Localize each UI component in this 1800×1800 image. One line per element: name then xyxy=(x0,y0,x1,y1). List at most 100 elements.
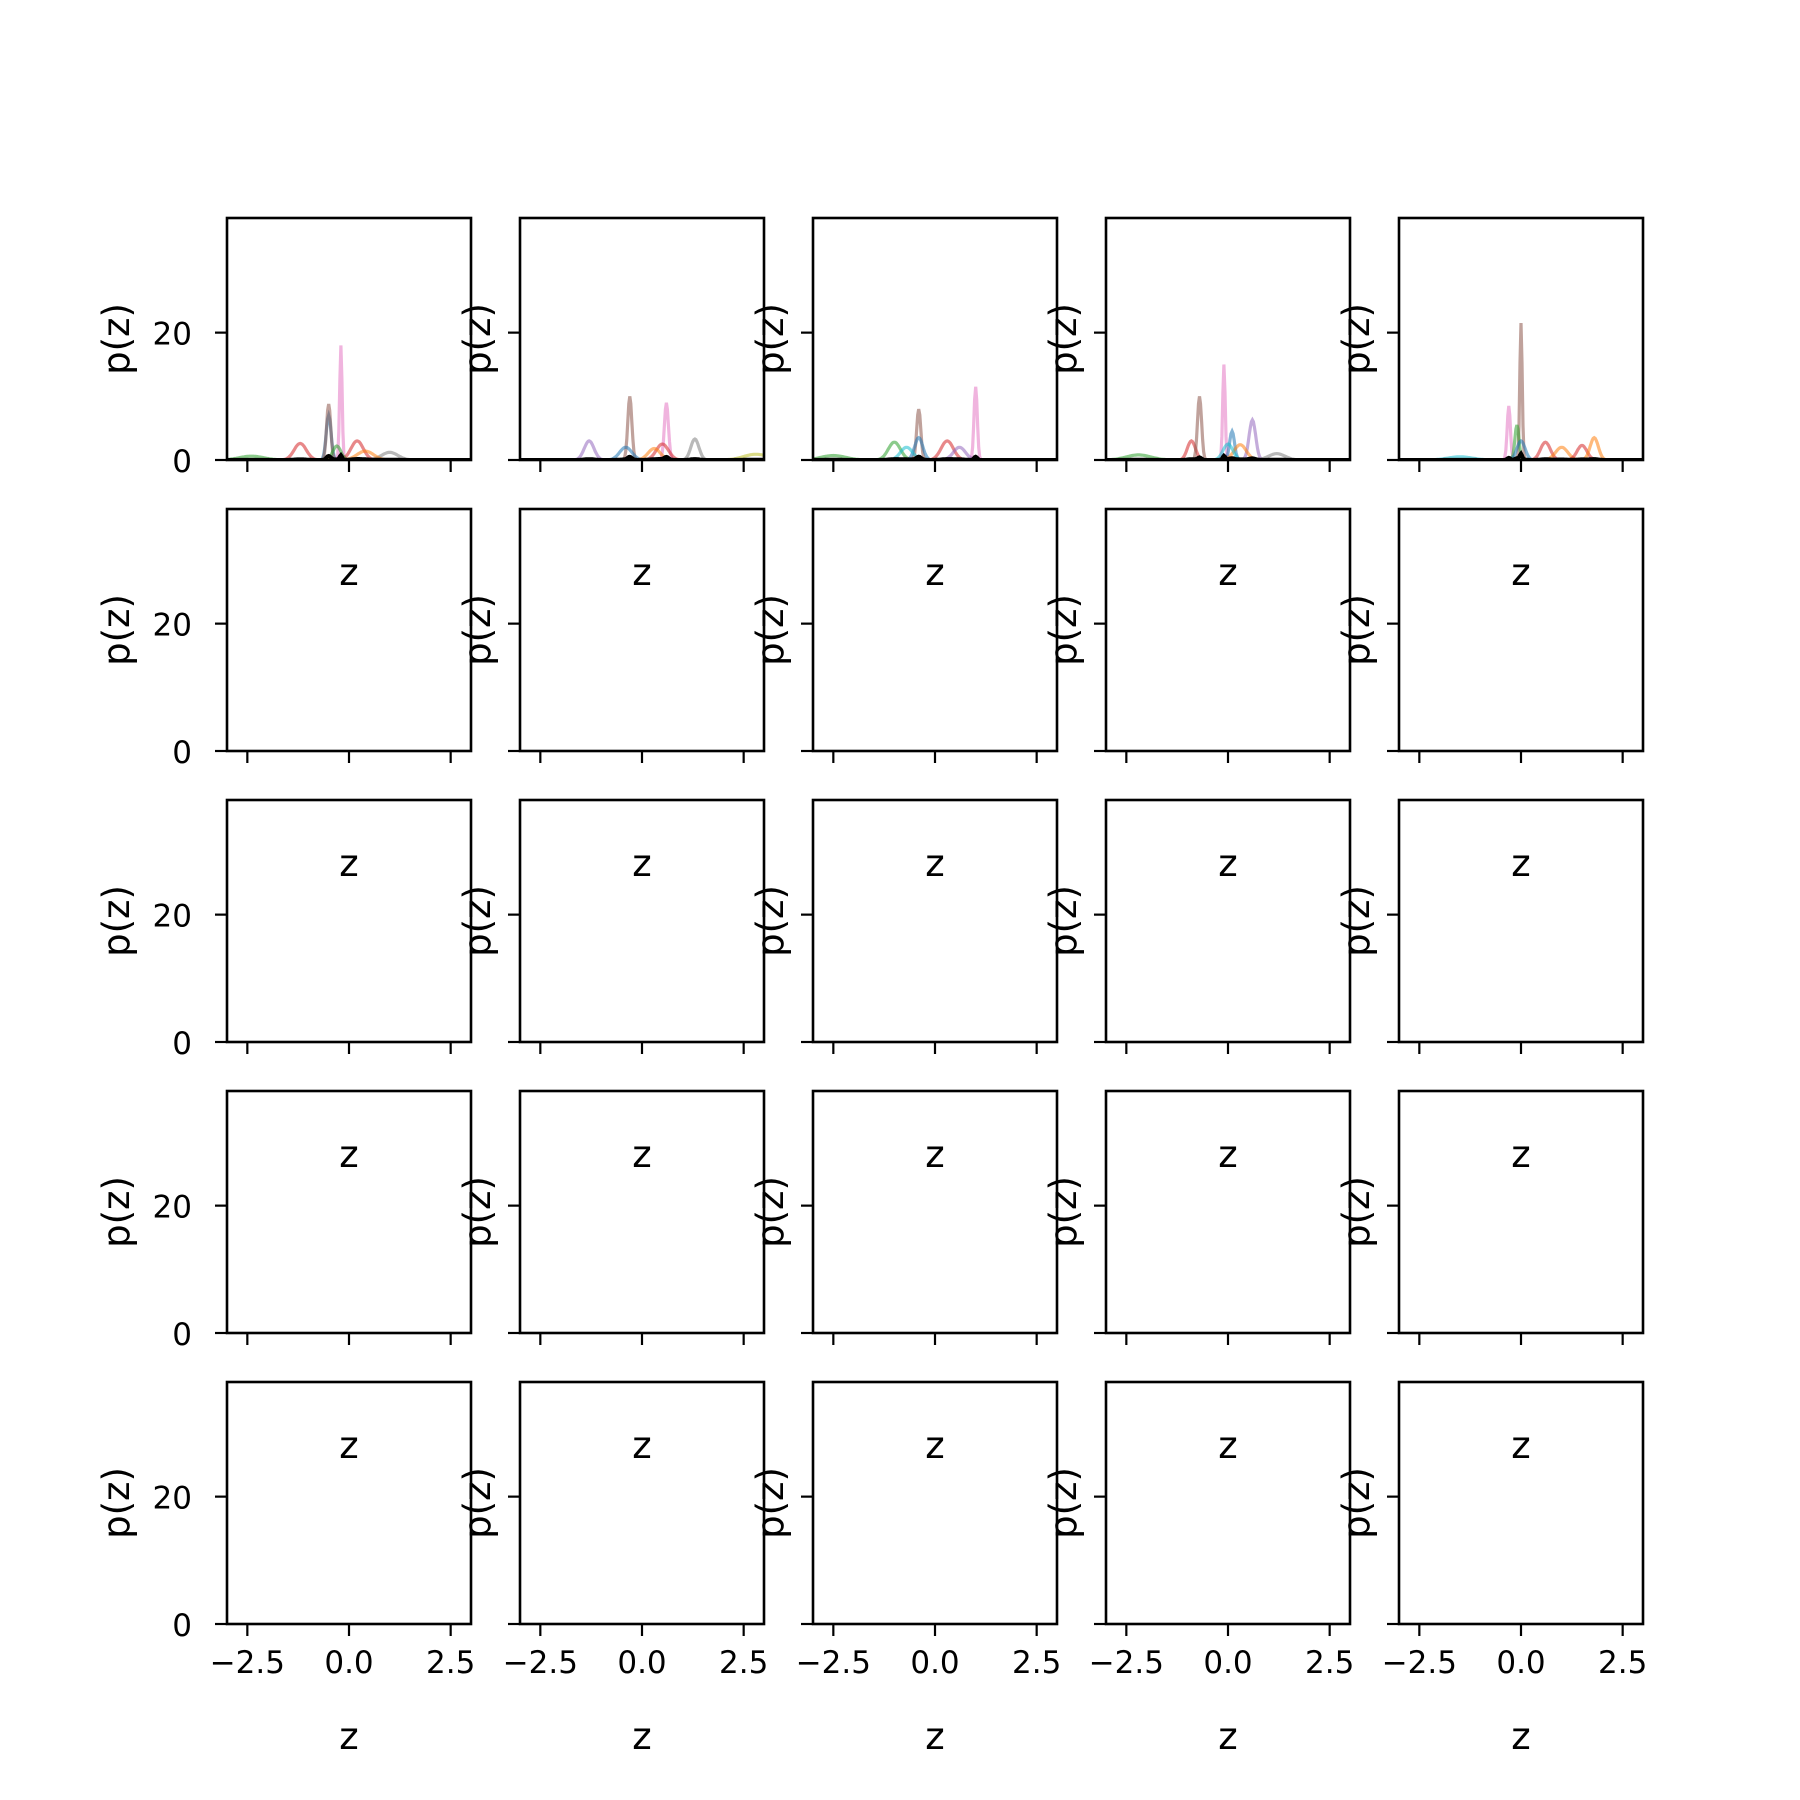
y-axis-label: p(z) xyxy=(456,885,499,957)
y-axis-label: p(z) xyxy=(1335,594,1378,666)
series-curve-4 xyxy=(227,345,471,460)
y-axis-label: p(z) xyxy=(456,1176,499,1248)
axes-frame xyxy=(225,216,473,462)
axes-frame xyxy=(811,507,1059,753)
x-tick-label: 0.0 xyxy=(324,1645,373,1681)
x-axis-label: z xyxy=(1511,1424,1530,1467)
series-curve-6 xyxy=(813,386,1057,460)
subplot-2-4: z p(z) xyxy=(1042,507,1352,885)
y-axis-label: p(z) xyxy=(95,594,138,666)
subplot-3-1: 0 20 z p(z) xyxy=(95,798,473,1176)
axes-frame xyxy=(518,507,766,753)
x-tick-label: 2.5 xyxy=(719,1645,768,1681)
axes-frame xyxy=(225,1380,473,1626)
subplot-2-2: z p(z) xyxy=(456,507,766,885)
axes-frame xyxy=(518,1380,766,1626)
subplot-4-1: 0 20 z p(z) xyxy=(95,1089,473,1467)
axes-frame xyxy=(518,216,766,462)
axes-frame xyxy=(1397,798,1645,1044)
x-tick-label: 0.0 xyxy=(910,1645,959,1681)
y-tick-label: 20 xyxy=(153,1190,192,1226)
x-tick-label: 2.5 xyxy=(1305,1645,1354,1681)
x-axis-label: z xyxy=(339,842,358,885)
subplot-5-3: −2.5 0.0 2.5 z p(z) xyxy=(749,1380,1061,1758)
x-axis-label: z xyxy=(925,1133,944,1176)
x-axis-label: z xyxy=(632,842,651,885)
subplot-1-1: 0 20 z p(z) xyxy=(95,216,473,594)
series-curve-1 xyxy=(1399,323,1643,460)
subplot-1-4: z p(z) xyxy=(1042,216,1352,594)
y-axis-label: p(z) xyxy=(1335,1176,1378,1248)
y-tick-label: 0 xyxy=(172,1026,192,1062)
plot-area xyxy=(813,386,1057,460)
x-tick-label: −2.5 xyxy=(1382,1645,1457,1681)
y-tick-label: 0 xyxy=(172,444,192,480)
x-axis-label: z xyxy=(632,1424,651,1467)
y-tick-label: 0 xyxy=(172,735,192,771)
series-curve-3 xyxy=(813,408,1057,460)
axes-frame xyxy=(225,798,473,1044)
x-axis-label: z xyxy=(632,1715,651,1758)
series-curve-2 xyxy=(520,396,764,460)
axes-frame xyxy=(225,1089,473,1335)
x-axis-label: z xyxy=(925,1715,944,1758)
x-axis-label: z xyxy=(1218,551,1237,594)
y-axis-label: p(z) xyxy=(1335,303,1378,375)
y-tick-label: 20 xyxy=(153,317,192,353)
x-axis-label: z xyxy=(632,1133,651,1176)
x-axis-label: z xyxy=(339,1133,358,1176)
x-axis-label: z xyxy=(925,1424,944,1467)
y-axis-label: p(z) xyxy=(749,1176,792,1248)
y-axis-label: p(z) xyxy=(95,303,138,375)
y-axis-label: p(z) xyxy=(95,885,138,957)
y-axis-label: p(z) xyxy=(1042,1467,1085,1539)
y-axis-label: p(z) xyxy=(1042,594,1085,666)
y-axis-label: p(z) xyxy=(1335,885,1378,957)
x-tick-label: −2.5 xyxy=(1089,1645,1164,1681)
axes-frame xyxy=(1104,798,1352,1044)
subplot-2-5: z p(z) xyxy=(1335,507,1645,885)
series-curve-5 xyxy=(227,439,471,460)
x-tick-label: 0.0 xyxy=(617,1645,666,1681)
y-axis-label: p(z) xyxy=(1042,1176,1085,1248)
x-tick-label: 0.0 xyxy=(1496,1645,1545,1681)
axes-frame xyxy=(811,1089,1059,1335)
x-tick-label: 0.0 xyxy=(1203,1645,1252,1681)
x-axis-label: z xyxy=(925,551,944,594)
y-tick-label: 0 xyxy=(172,1317,192,1353)
plot-area xyxy=(227,345,471,460)
plot-area xyxy=(520,396,764,460)
y-axis-label: p(z) xyxy=(749,303,792,375)
subplot-1-3: z p(z) xyxy=(749,216,1059,594)
subplot-4-2: z p(z) xyxy=(456,1089,766,1467)
y-axis-label: p(z) xyxy=(1042,885,1085,957)
subplot-3-3: z p(z) xyxy=(749,798,1059,1176)
x-axis-label: z xyxy=(339,551,358,594)
x-axis-label: z xyxy=(1218,842,1237,885)
y-tick-label: 0 xyxy=(172,1608,192,1644)
y-axis-label: p(z) xyxy=(749,594,792,666)
subplot-3-5: z p(z) xyxy=(1335,798,1645,1176)
x-axis-label: z xyxy=(1511,1133,1530,1176)
x-axis-label: z xyxy=(1511,1715,1530,1758)
subplot-2-1: 0 20 z p(z) xyxy=(95,507,473,885)
x-axis-label: z xyxy=(339,1424,358,1467)
axes-frame xyxy=(811,216,1059,462)
y-axis-label: p(z) xyxy=(1042,303,1085,375)
subplot-5-4: −2.5 0.0 2.5 z p(z) xyxy=(1042,1380,1354,1758)
subplot-4-5: z p(z) xyxy=(1335,1089,1645,1467)
x-axis-label: z xyxy=(1218,1715,1237,1758)
subplot-3-4: z p(z) xyxy=(1042,798,1352,1176)
subplot-1-2: z p(z) xyxy=(456,216,766,594)
x-axis-label: z xyxy=(1511,842,1530,885)
axes-frame xyxy=(1104,1380,1352,1626)
x-tick-label: −2.5 xyxy=(503,1645,578,1681)
series-curve-5 xyxy=(1106,427,1350,460)
axes-frame xyxy=(1104,216,1352,462)
x-axis-label: z xyxy=(925,842,944,885)
axes-frame xyxy=(518,1089,766,1335)
axes-frame xyxy=(1104,507,1352,753)
y-axis-label: p(z) xyxy=(749,1467,792,1539)
y-axis-label: p(z) xyxy=(95,1467,138,1539)
x-tick-label: 2.5 xyxy=(426,1645,475,1681)
